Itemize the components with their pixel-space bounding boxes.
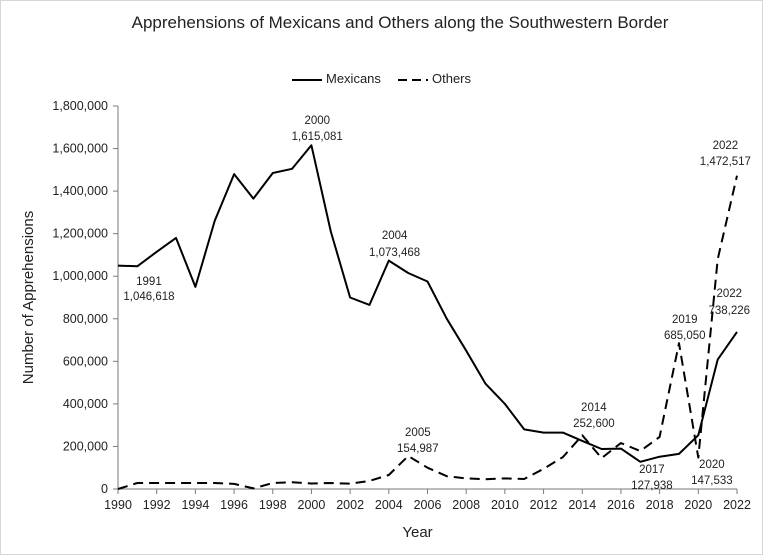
legend-item-others: Others — [396, 70, 516, 90]
x-tick-label: 2014 — [568, 498, 596, 512]
y-tick-label: 1,600,000 — [52, 142, 108, 156]
annotation-value: 147,533 — [691, 475, 733, 487]
series-line-others — [117, 175, 738, 490]
y-tick-label: 400,000 — [63, 397, 108, 411]
y-tick-label: 600,000 — [63, 354, 108, 368]
x-tick-label: 1996 — [220, 498, 248, 512]
x-tick-label: 2000 — [298, 498, 326, 512]
legend-swatch-dashed — [398, 79, 428, 81]
x-tick-label: 1990 — [104, 498, 132, 512]
x-tick-label: 2012 — [530, 498, 558, 512]
x-tick-label: 2022 — [723, 498, 751, 512]
y-tick-label: 200,000 — [63, 439, 108, 453]
annotation-year: 2004 — [382, 230, 408, 242]
x-tick-label: 1992 — [143, 498, 171, 512]
annotation-value: 252,600 — [573, 418, 615, 430]
chart-title: Apprehensions of Mexicans and Others alo… — [131, 13, 669, 32]
annotation-year: 2022 — [716, 288, 742, 300]
y-tick-label: 800,000 — [63, 312, 108, 326]
y-tick-label: 1,200,000 — [52, 227, 108, 241]
annotation-year: 2017 — [639, 464, 665, 476]
annotation-year: 1991 — [136, 276, 162, 288]
annotation-year: 2005 — [405, 427, 431, 439]
y-axis-title: Number of Apprehensions — [20, 211, 37, 384]
annotation-year: 2000 — [304, 115, 330, 127]
y-tick-label: 1,800,000 — [52, 99, 108, 113]
x-tick-label: 2008 — [452, 498, 480, 512]
y-tick-label: 0 — [101, 482, 108, 496]
annotation-value: 685,050 — [664, 330, 706, 342]
annotation-value: 1,472,517 — [700, 156, 751, 168]
legend-item-mexicans: Mexicans — [290, 70, 420, 90]
x-tick-label: 2020 — [684, 498, 712, 512]
x-tick-label: 2006 — [414, 498, 442, 512]
y-tick-label: 1,400,000 — [52, 184, 108, 198]
x-tick-label: 2002 — [336, 498, 364, 512]
annotation-value: 1,046,618 — [123, 291, 174, 303]
annotation-year: 2019 — [672, 314, 698, 326]
annotation-value: 1,073,468 — [369, 247, 420, 259]
x-axis-title: Year — [402, 524, 432, 541]
annotation-value: 127,938 — [631, 480, 673, 492]
legend: Mexicans Others — [0, 70, 765, 90]
x-tick-label: 2004 — [375, 498, 403, 512]
annotation-year: 2022 — [713, 140, 739, 152]
y-tick-label: 1,000,000 — [52, 269, 108, 283]
legend-label-mexicans: Mexicans — [326, 71, 381, 86]
series-line-mexicans — [117, 144, 738, 463]
legend-swatch-solid — [292, 79, 322, 81]
x-tick-label: 1998 — [259, 498, 287, 512]
annotation-year: 2020 — [699, 459, 725, 471]
annotation-year: 2014 — [581, 402, 607, 414]
annotation-value: 1,615,081 — [292, 131, 343, 143]
annotation-value: 738,226 — [708, 305, 750, 317]
x-tick-label: 1994 — [181, 498, 209, 512]
annotation-value: 154,987 — [397, 443, 439, 455]
legend-label-others: Others — [432, 71, 472, 86]
x-tick-label: 2016 — [607, 498, 635, 512]
x-tick-label: 2010 — [491, 498, 519, 512]
x-tick-label: 2018 — [646, 498, 674, 512]
